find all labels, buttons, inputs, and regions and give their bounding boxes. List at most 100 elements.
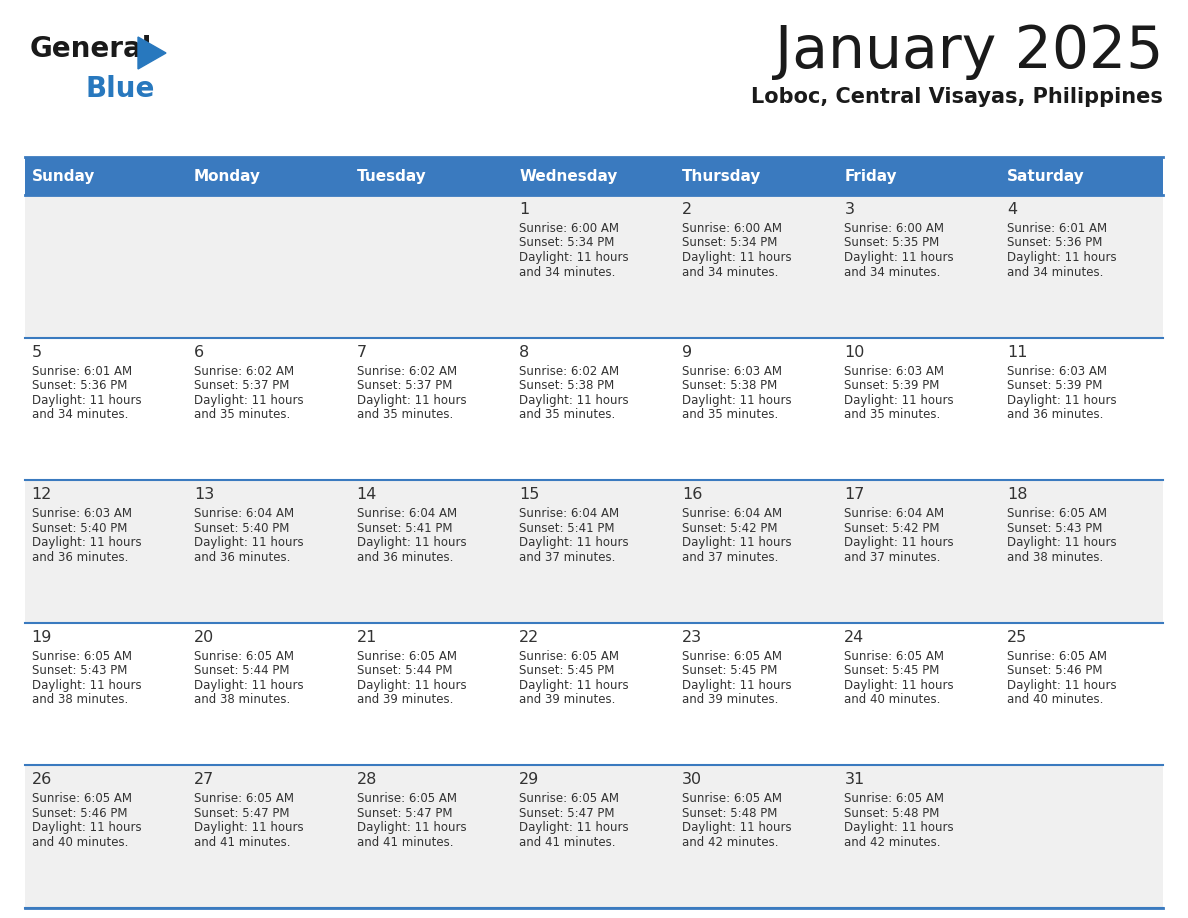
Text: Daylight: 11 hours: Daylight: 11 hours <box>356 394 466 407</box>
Text: Sunrise: 6:00 AM: Sunrise: 6:00 AM <box>519 222 619 235</box>
Text: Daylight: 11 hours: Daylight: 11 hours <box>32 394 141 407</box>
Text: 6: 6 <box>194 344 204 360</box>
Text: 15: 15 <box>519 487 539 502</box>
Text: Daylight: 11 hours: Daylight: 11 hours <box>845 678 954 692</box>
Text: Daylight: 11 hours: Daylight: 11 hours <box>1007 251 1117 264</box>
Text: and 40 minutes.: and 40 minutes. <box>32 836 128 849</box>
Text: 2: 2 <box>682 202 691 217</box>
Text: Daylight: 11 hours: Daylight: 11 hours <box>194 394 304 407</box>
Text: 25: 25 <box>1007 630 1028 644</box>
Text: Sunrise: 6:02 AM: Sunrise: 6:02 AM <box>519 364 619 377</box>
Text: 22: 22 <box>519 630 539 644</box>
Text: 19: 19 <box>32 630 52 644</box>
Text: Daylight: 11 hours: Daylight: 11 hours <box>194 822 304 834</box>
Text: Sunset: 5:39 PM: Sunset: 5:39 PM <box>1007 379 1102 392</box>
Text: Sunset: 5:40 PM: Sunset: 5:40 PM <box>194 521 290 534</box>
Text: and 35 minutes.: and 35 minutes. <box>519 409 615 421</box>
Text: and 38 minutes.: and 38 minutes. <box>1007 551 1104 564</box>
Text: Sunset: 5:36 PM: Sunset: 5:36 PM <box>1007 237 1102 250</box>
Text: Sunrise: 6:05 AM: Sunrise: 6:05 AM <box>356 792 456 805</box>
Text: and 36 minutes.: and 36 minutes. <box>32 551 128 564</box>
Text: Sunrise: 6:02 AM: Sunrise: 6:02 AM <box>194 364 295 377</box>
Text: Sunrise: 6:05 AM: Sunrise: 6:05 AM <box>682 792 782 805</box>
Text: and 41 minutes.: and 41 minutes. <box>356 836 453 849</box>
Text: 5: 5 <box>32 344 42 360</box>
Text: and 38 minutes.: and 38 minutes. <box>32 693 128 706</box>
Text: Sunset: 5:38 PM: Sunset: 5:38 PM <box>519 379 614 392</box>
Text: Sunrise: 6:01 AM: Sunrise: 6:01 AM <box>1007 222 1107 235</box>
Text: and 35 minutes.: and 35 minutes. <box>194 409 290 421</box>
Text: Daylight: 11 hours: Daylight: 11 hours <box>845 251 954 264</box>
Text: Sunrise: 6:00 AM: Sunrise: 6:00 AM <box>682 222 782 235</box>
Text: Sunset: 5:43 PM: Sunset: 5:43 PM <box>32 665 127 677</box>
Text: Daylight: 11 hours: Daylight: 11 hours <box>32 536 141 549</box>
Text: Tuesday: Tuesday <box>356 169 426 184</box>
Text: January 2025: January 2025 <box>775 23 1163 80</box>
Text: Sunrise: 6:04 AM: Sunrise: 6:04 AM <box>356 508 456 521</box>
Text: Daylight: 11 hours: Daylight: 11 hours <box>1007 678 1117 692</box>
Text: Sunset: 5:42 PM: Sunset: 5:42 PM <box>845 521 940 534</box>
Text: Sunset: 5:43 PM: Sunset: 5:43 PM <box>1007 521 1102 534</box>
Text: Sunrise: 6:04 AM: Sunrise: 6:04 AM <box>519 508 619 521</box>
Text: 1: 1 <box>519 202 530 217</box>
Text: and 42 minutes.: and 42 minutes. <box>682 836 778 849</box>
Text: and 34 minutes.: and 34 minutes. <box>519 265 615 278</box>
Text: 3: 3 <box>845 202 854 217</box>
Text: 26: 26 <box>32 772 52 788</box>
Text: Daylight: 11 hours: Daylight: 11 hours <box>32 822 141 834</box>
Text: Sunset: 5:35 PM: Sunset: 5:35 PM <box>845 237 940 250</box>
Text: and 35 minutes.: and 35 minutes. <box>682 409 778 421</box>
Text: Sunrise: 6:05 AM: Sunrise: 6:05 AM <box>194 650 295 663</box>
Text: Sunset: 5:34 PM: Sunset: 5:34 PM <box>519 237 614 250</box>
Text: Sunrise: 6:03 AM: Sunrise: 6:03 AM <box>682 364 782 377</box>
Text: Sunset: 5:42 PM: Sunset: 5:42 PM <box>682 521 777 534</box>
Text: Sunset: 5:41 PM: Sunset: 5:41 PM <box>356 521 453 534</box>
Text: 18: 18 <box>1007 487 1028 502</box>
Text: Friday: Friday <box>845 169 897 184</box>
Text: Wednesday: Wednesday <box>519 169 618 184</box>
Text: Sunrise: 6:05 AM: Sunrise: 6:05 AM <box>1007 508 1107 521</box>
Text: Sunset: 5:41 PM: Sunset: 5:41 PM <box>519 521 614 534</box>
Text: Loboc, Central Visayas, Philippines: Loboc, Central Visayas, Philippines <box>751 87 1163 107</box>
Text: Sunrise: 6:05 AM: Sunrise: 6:05 AM <box>32 792 132 805</box>
Text: and 34 minutes.: and 34 minutes. <box>845 265 941 278</box>
Text: 21: 21 <box>356 630 377 644</box>
Text: Sunset: 5:39 PM: Sunset: 5:39 PM <box>845 379 940 392</box>
Text: Sunrise: 6:04 AM: Sunrise: 6:04 AM <box>682 508 782 521</box>
Text: and 37 minutes.: and 37 minutes. <box>845 551 941 564</box>
Text: Daylight: 11 hours: Daylight: 11 hours <box>682 822 791 834</box>
Text: and 39 minutes.: and 39 minutes. <box>519 693 615 706</box>
Text: Daylight: 11 hours: Daylight: 11 hours <box>682 678 791 692</box>
Text: Daylight: 11 hours: Daylight: 11 hours <box>682 251 791 264</box>
Text: 28: 28 <box>356 772 377 788</box>
Text: 13: 13 <box>194 487 214 502</box>
Text: Sunset: 5:48 PM: Sunset: 5:48 PM <box>682 807 777 820</box>
Bar <box>25 338 1163 480</box>
Bar <box>25 157 1163 195</box>
Text: and 36 minutes.: and 36 minutes. <box>356 551 453 564</box>
Text: Sunrise: 6:05 AM: Sunrise: 6:05 AM <box>1007 650 1107 663</box>
Text: Daylight: 11 hours: Daylight: 11 hours <box>1007 394 1117 407</box>
Text: Sunrise: 6:04 AM: Sunrise: 6:04 AM <box>845 508 944 521</box>
Text: and 36 minutes.: and 36 minutes. <box>194 551 290 564</box>
Text: 4: 4 <box>1007 202 1017 217</box>
Text: Daylight: 11 hours: Daylight: 11 hours <box>682 536 791 549</box>
Text: General: General <box>30 35 152 63</box>
Text: and 40 minutes.: and 40 minutes. <box>845 693 941 706</box>
Text: Sunset: 5:37 PM: Sunset: 5:37 PM <box>356 379 451 392</box>
Text: and 41 minutes.: and 41 minutes. <box>519 836 615 849</box>
Text: Sunrise: 6:05 AM: Sunrise: 6:05 AM <box>356 650 456 663</box>
Text: Sunset: 5:38 PM: Sunset: 5:38 PM <box>682 379 777 392</box>
Text: Sunset: 5:36 PM: Sunset: 5:36 PM <box>32 379 127 392</box>
Text: Daylight: 11 hours: Daylight: 11 hours <box>519 822 628 834</box>
Text: 10: 10 <box>845 344 865 360</box>
Text: Daylight: 11 hours: Daylight: 11 hours <box>519 251 628 264</box>
Text: Daylight: 11 hours: Daylight: 11 hours <box>845 394 954 407</box>
Text: Sunrise: 6:05 AM: Sunrise: 6:05 AM <box>194 792 295 805</box>
Text: Daylight: 11 hours: Daylight: 11 hours <box>194 536 304 549</box>
Text: Monday: Monday <box>194 169 261 184</box>
Text: Daylight: 11 hours: Daylight: 11 hours <box>32 678 141 692</box>
Text: and 39 minutes.: and 39 minutes. <box>682 693 778 706</box>
Text: and 37 minutes.: and 37 minutes. <box>682 551 778 564</box>
Text: 17: 17 <box>845 487 865 502</box>
